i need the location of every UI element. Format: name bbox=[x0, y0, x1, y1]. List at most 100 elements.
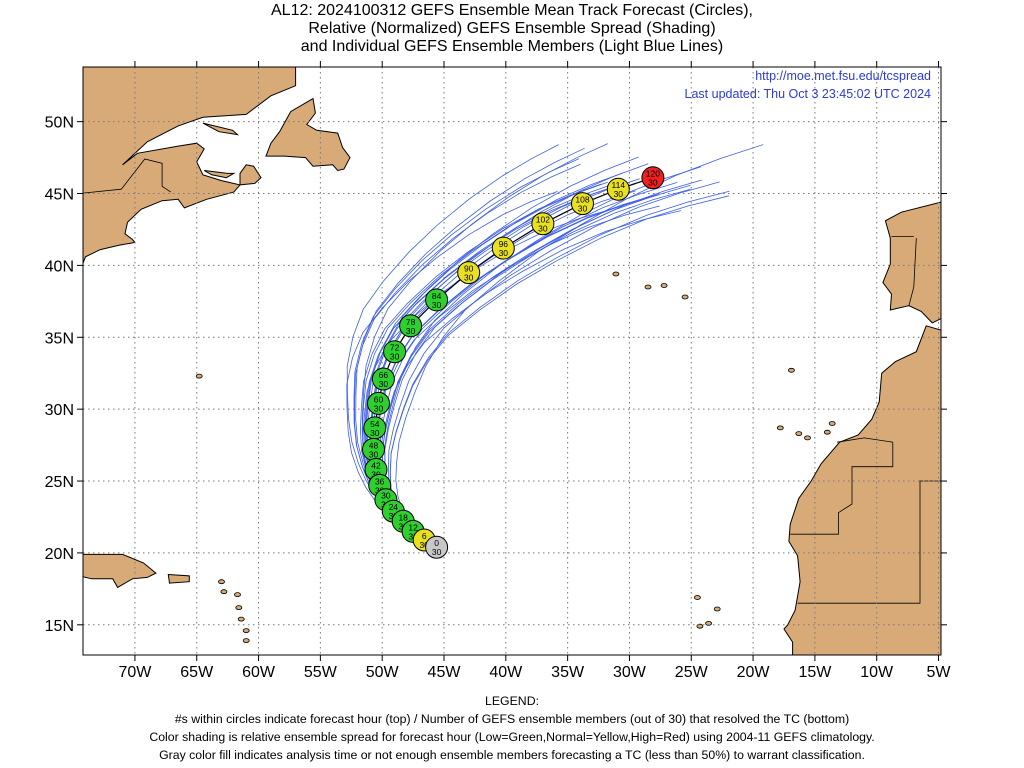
member-count-label: 30 bbox=[538, 224, 548, 234]
border-0 bbox=[120, 158, 172, 193]
forecast-hour-label: 42 bbox=[371, 461, 381, 471]
member-count-label: 30 bbox=[390, 352, 400, 362]
member-count-label: 30 bbox=[648, 178, 658, 188]
cape-breton-land bbox=[239, 164, 262, 186]
lat-tick-label: 15N bbox=[45, 618, 74, 635]
land-masses bbox=[83, 67, 941, 655]
forecast-hour-label: 102 bbox=[536, 215, 550, 225]
member-count-label: 30 bbox=[614, 189, 624, 199]
map-frame bbox=[82, 66, 942, 656]
lat-tick-label: 25N bbox=[45, 474, 74, 491]
member-count-label: 30 bbox=[419, 540, 429, 550]
lon-tick-label: 10W bbox=[860, 664, 894, 681]
circle-fill bbox=[606, 177, 630, 201]
lon-tick-label: 70W bbox=[118, 664, 152, 681]
forecast-hour-label: 12 bbox=[408, 522, 418, 532]
circle-fill bbox=[367, 391, 390, 415]
border-2 bbox=[790, 442, 894, 535]
track-map: 1203011430108301023096309030843078307230… bbox=[45, 61, 952, 681]
island-1 bbox=[660, 283, 668, 288]
island-16 bbox=[242, 628, 250, 633]
lon-tick-label: 15W bbox=[798, 664, 832, 681]
lat-tick-label: 45N bbox=[45, 187, 74, 204]
lat-lon-grid bbox=[83, 67, 941, 655]
island-4 bbox=[788, 367, 795, 373]
lon-tick-label: 35W bbox=[551, 664, 585, 681]
island-19 bbox=[195, 373, 203, 379]
forecast-circles: 1203011430108301023096309030843078307230… bbox=[362, 166, 665, 559]
title-line-3: and Individual GEFS Ensemble Members (Li… bbox=[300, 38, 724, 55]
pei-land bbox=[203, 170, 236, 179]
island-2 bbox=[644, 284, 652, 290]
island-17 bbox=[242, 638, 250, 643]
lat-tick-label: 20N bbox=[45, 546, 74, 563]
title-line-2: Relative (Normalized) GEFS Ensemble Spre… bbox=[308, 20, 716, 37]
newfoundland-land bbox=[265, 97, 351, 172]
island-13 bbox=[696, 623, 704, 629]
circle-fill bbox=[371, 367, 395, 391]
source-url[interactable]: http://moe.met.fsu.edu/tcspread bbox=[755, 69, 931, 83]
forecast-hour-label: 6 bbox=[422, 531, 427, 541]
africa-land bbox=[783, 325, 941, 655]
island-10 bbox=[694, 595, 701, 600]
forecast-hour-label: 90 bbox=[464, 264, 474, 274]
legend-line-1: #s within circles indicate forecast hour… bbox=[174, 712, 850, 726]
chart-title: AL12: 2024100312 GEFS Ensemble Mean Trac… bbox=[0, 2, 1024, 56]
lon-tick-label: 5W bbox=[927, 664, 952, 681]
member-count-label: 30 bbox=[408, 531, 418, 541]
circle-fill bbox=[491, 236, 515, 260]
lon-tick-label: 40W bbox=[489, 664, 523, 681]
lat-tick-label: 30N bbox=[45, 402, 74, 419]
member-count-label: 30 bbox=[374, 403, 384, 413]
circle-fill bbox=[457, 261, 481, 285]
island-7 bbox=[823, 429, 831, 435]
island-21 bbox=[218, 579, 225, 585]
forecast-hour-label: 48 bbox=[369, 440, 379, 450]
member-count-label: 30 bbox=[369, 449, 379, 459]
forecast-hour-label: 66 bbox=[379, 370, 389, 380]
lon-tick-label: 45W bbox=[428, 664, 462, 681]
island-18 bbox=[235, 605, 243, 610]
lon-tick-label: 50W bbox=[366, 664, 400, 681]
forecast-hour-label: 54 bbox=[370, 419, 380, 429]
forecast-circle-0: 030 bbox=[425, 535, 449, 559]
forecast-hour-label: 108 bbox=[575, 195, 589, 205]
legend-line-2: Color shading is relative ensemble sprea… bbox=[149, 730, 875, 744]
lat-tick-label: 35N bbox=[45, 330, 74, 347]
member-count-label: 30 bbox=[406, 326, 416, 336]
island-12 bbox=[713, 606, 721, 612]
forecast-hour-label: 72 bbox=[390, 343, 400, 353]
member-count-label: 30 bbox=[499, 248, 509, 258]
hispaniola-land bbox=[83, 553, 157, 589]
island-3 bbox=[612, 271, 620, 277]
forecast-hour-label: 114 bbox=[612, 180, 626, 190]
member-count-label: 30 bbox=[379, 379, 389, 389]
lon-tick-label: 55W bbox=[304, 664, 338, 681]
forecast-hour-label: 24 bbox=[389, 502, 399, 512]
circle-fill bbox=[531, 212, 555, 236]
border-4 bbox=[797, 480, 941, 604]
forecast-hour-label: 18 bbox=[398, 512, 408, 522]
lon-tick-label: 65W bbox=[180, 664, 214, 681]
border-6 bbox=[908, 238, 917, 306]
circle-fill bbox=[383, 340, 407, 364]
lon-tick-label: 60W bbox=[242, 664, 276, 681]
lat-tick-label: 40N bbox=[45, 258, 74, 275]
member-count-label: 30 bbox=[370, 428, 380, 438]
lon-tick-label: 30W bbox=[613, 664, 647, 681]
circle-fill bbox=[571, 192, 594, 216]
forecast-hour-label: 78 bbox=[406, 317, 416, 327]
forecast-hour-label: 120 bbox=[646, 169, 660, 179]
legend-line-3: Gray color fill indicates analysis time … bbox=[159, 748, 865, 762]
